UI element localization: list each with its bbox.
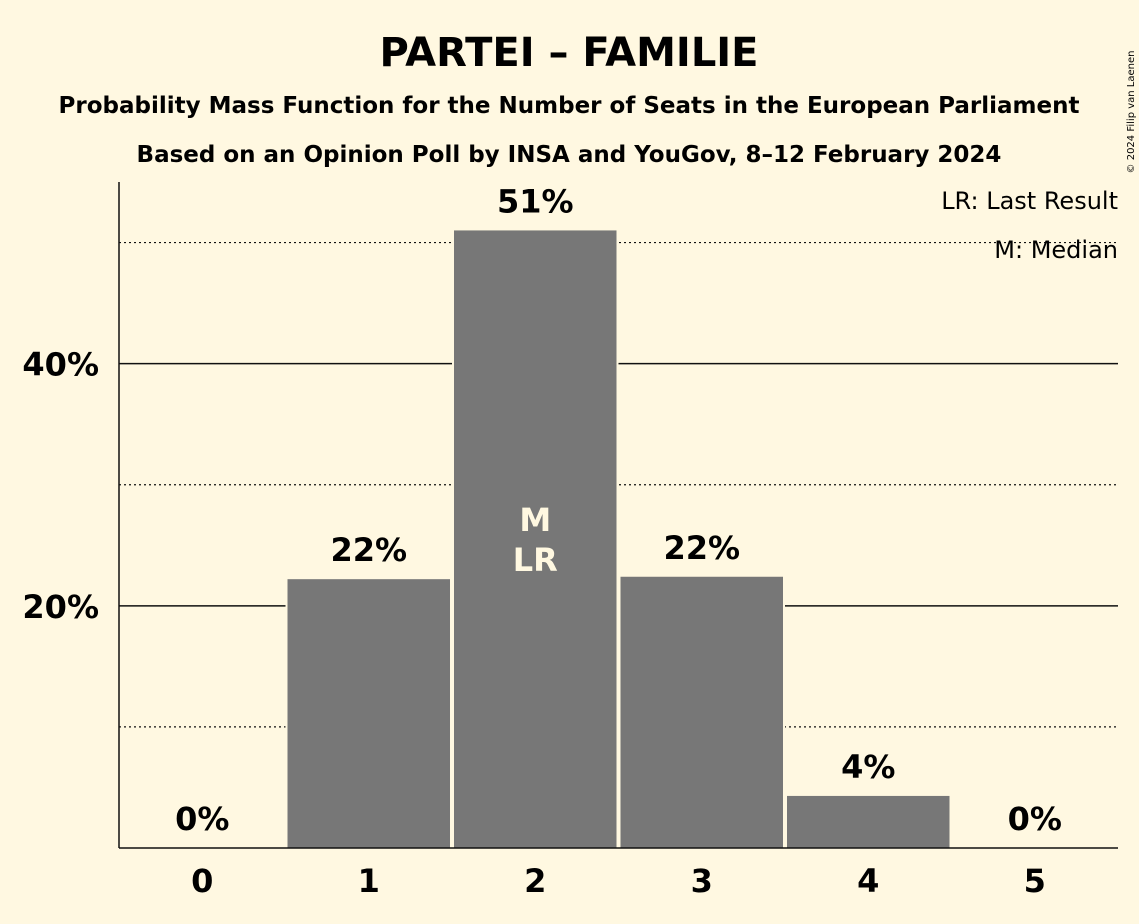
bars xyxy=(285,230,952,848)
legend-median: M: Median xyxy=(994,236,1118,264)
bar-value-label-2: 51% xyxy=(497,182,574,220)
x-tick-label-0: 0 xyxy=(191,862,213,900)
bar-value-label-5: 0% xyxy=(1008,800,1062,838)
y-tick-label-20: 20% xyxy=(22,588,99,626)
x-tick-label-4: 4 xyxy=(857,862,879,900)
x-tick-label-2: 2 xyxy=(524,862,546,900)
axes xyxy=(118,182,1118,849)
median-marker: M xyxy=(519,501,551,539)
bar-value-labels: 0% 22% 51% MLR 22% 4% 0% xyxy=(175,182,1062,838)
x-tick-label-5: 5 xyxy=(1024,862,1046,900)
chart-subtitle-2: Based on an Opinion Poll by INSA and You… xyxy=(137,142,1002,168)
y-tick-label-40: 40% xyxy=(22,346,99,384)
x-tick-label-1: 1 xyxy=(358,862,380,900)
last-result-marker: LR xyxy=(513,541,558,579)
copyright-text: © 2024 Filip van Laenen xyxy=(1126,51,1137,174)
bar-4 xyxy=(787,795,950,848)
chart-subtitle: Probability Mass Function for the Number… xyxy=(59,93,1080,119)
tick-labels: 20% 40% 0 1 2 3 4 5 xyxy=(22,346,1045,900)
bar-3 xyxy=(620,576,783,848)
bar-value-label-3: 22% xyxy=(663,529,740,567)
bar-value-label-1: 22% xyxy=(330,531,407,569)
bar-value-label-0: 0% xyxy=(175,800,229,838)
bar-2 xyxy=(454,230,617,848)
x-tick-label-3: 3 xyxy=(691,862,713,900)
bar-value-label-4: 4% xyxy=(841,748,895,786)
bar-1 xyxy=(287,579,450,848)
chart-title: PARTEI – FAMILIE xyxy=(379,30,758,76)
legend-last-result: LR: Last Result xyxy=(941,187,1118,215)
